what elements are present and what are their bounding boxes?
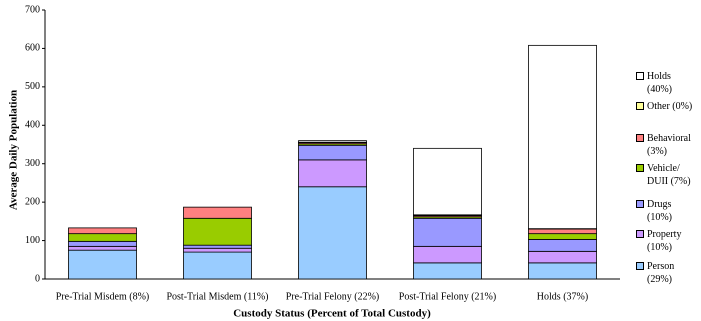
bar-segment xyxy=(528,44,597,230)
x-axis-title: Custody Status (Percent of Total Custody… xyxy=(233,308,431,320)
legend-swatch xyxy=(636,72,644,80)
bar-segment xyxy=(298,159,367,188)
bar-segment xyxy=(528,250,597,264)
bar-segment xyxy=(413,262,482,280)
x-tick-label: Holds (37%) xyxy=(537,291,588,302)
legend-label: Behavioral (3%) xyxy=(647,133,691,157)
bar-segment xyxy=(528,239,597,252)
bar-segment xyxy=(68,245,137,251)
legend-item: Property (10%) xyxy=(636,228,695,254)
y-tick-label: 500 xyxy=(25,81,40,92)
legend-swatch xyxy=(636,230,644,238)
legend-swatch xyxy=(636,164,644,172)
bar-segment xyxy=(183,244,252,249)
x-tick-label: Pre-Trial Misdem (8%) xyxy=(56,291,150,302)
legend-label: Property (10%) xyxy=(647,229,682,253)
bar-segment xyxy=(298,140,367,143)
x-tick-label: Pre-Trial Felony (22%) xyxy=(286,291,380,302)
legend-swatch xyxy=(636,102,644,110)
x-tick-label: Post-Trial Misdem (11%) xyxy=(166,291,268,302)
legend-label: Drugs (10%) xyxy=(647,199,672,223)
x-tick-label: Post-Trial Felony (21%) xyxy=(399,291,496,302)
y-tick-label: 0 xyxy=(35,273,40,284)
legend-label: Vehicle/ DUII (7%) xyxy=(647,163,691,187)
legend-item: Behavioral (3%) xyxy=(636,132,695,158)
bar-segment xyxy=(298,144,367,161)
y-tick-label: 400 xyxy=(25,120,40,131)
bar-segment xyxy=(413,147,482,216)
y-tick-label: 200 xyxy=(25,196,40,207)
legend-swatch xyxy=(636,262,644,270)
bar-segment xyxy=(183,251,252,280)
legend-item: Other (0%) xyxy=(636,100,695,113)
bar-segment xyxy=(528,262,597,280)
bar-segment xyxy=(413,245,482,264)
bar-segment xyxy=(298,186,367,280)
bar-segment xyxy=(528,228,597,235)
bar-segment xyxy=(68,227,137,235)
bar-segment xyxy=(68,233,137,242)
legend-label: Person (29%) xyxy=(647,261,675,285)
legend-item: Holds (40%) xyxy=(636,70,695,96)
y-tick-label: 100 xyxy=(25,235,40,246)
bar-segment xyxy=(68,249,137,280)
bar-segment xyxy=(528,233,597,240)
legend-label: Holds (40%) xyxy=(647,71,672,95)
y-tick-label: 700 xyxy=(25,4,40,15)
bar-segment xyxy=(68,240,137,247)
y-axis-title: Average Daily Population xyxy=(8,90,20,210)
bar-segment xyxy=(413,217,482,247)
legend-item: Vehicle/ DUII (7%) xyxy=(636,162,695,188)
bar-segment xyxy=(183,217,252,246)
legend-item: Drugs (10%) xyxy=(636,198,695,224)
legend-swatch xyxy=(636,134,644,142)
bar-segment xyxy=(183,247,252,253)
legend-item: Person (29%) xyxy=(636,260,695,286)
y-tick-label: 300 xyxy=(25,158,40,169)
legend-swatch xyxy=(636,200,644,208)
legend-label: Other (0%) xyxy=(647,101,693,112)
y-tick-label: 600 xyxy=(25,43,40,54)
bar-segment xyxy=(183,206,252,219)
